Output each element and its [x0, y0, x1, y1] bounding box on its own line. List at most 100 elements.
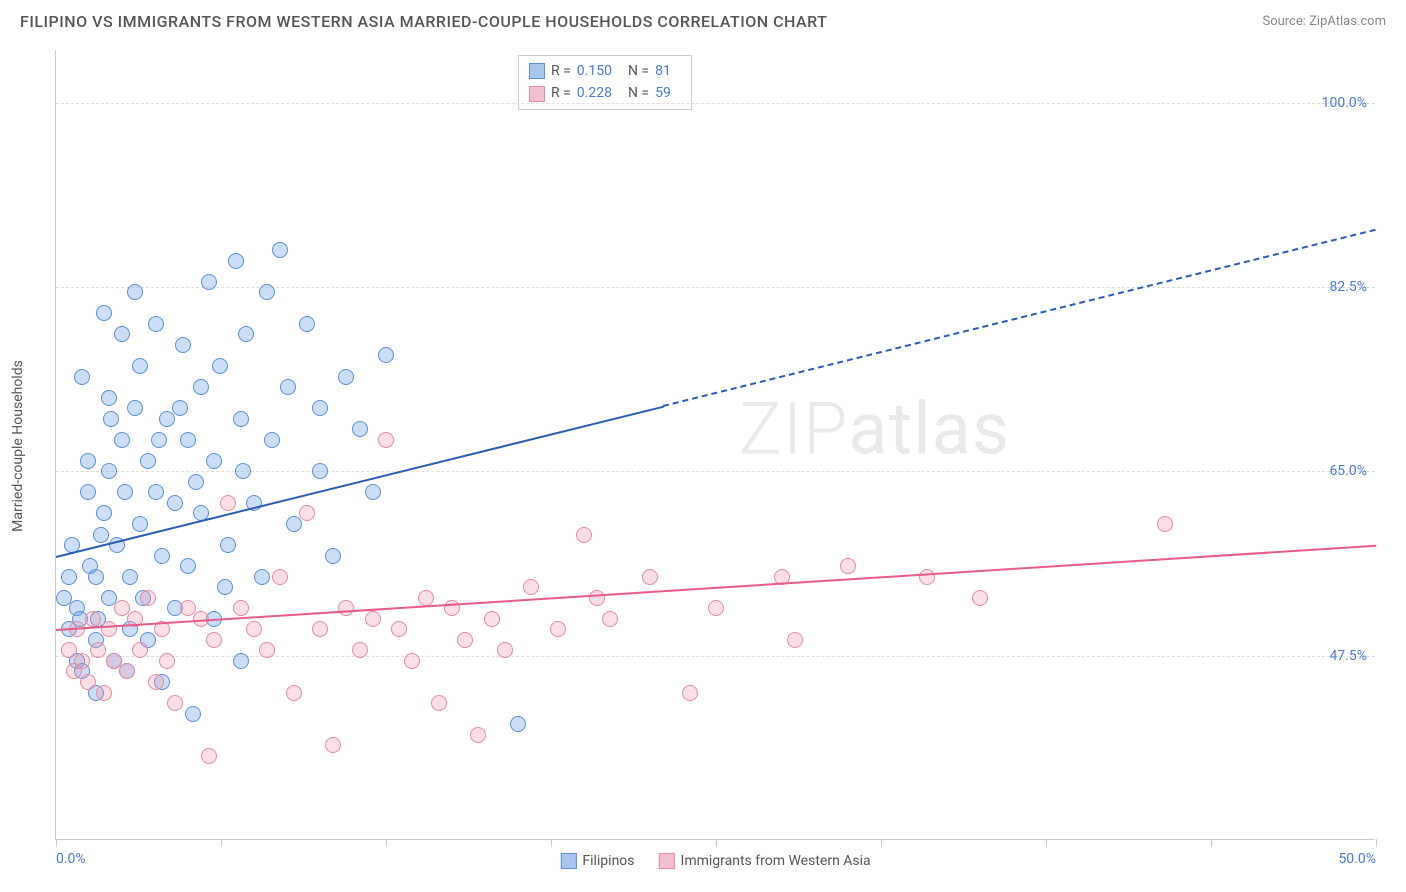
- data-point: [96, 305, 112, 321]
- data-point: [259, 284, 275, 300]
- data-point: [206, 453, 222, 469]
- data-point: [365, 611, 381, 627]
- data-point: [127, 400, 143, 416]
- data-point: [576, 527, 592, 543]
- data-point: [193, 379, 209, 395]
- data-point: [352, 642, 368, 658]
- source-attribution: Source: ZipAtlas.com: [1262, 14, 1386, 29]
- data-point: [140, 453, 156, 469]
- data-point: [96, 685, 112, 701]
- data-point: [74, 369, 90, 385]
- data-point: [188, 474, 204, 490]
- data-point: [151, 432, 167, 448]
- data-point: [206, 632, 222, 648]
- data-point: [132, 642, 148, 658]
- data-point: [840, 558, 856, 574]
- data-point: [159, 653, 175, 669]
- data-point: [259, 642, 275, 658]
- data-point: [127, 284, 143, 300]
- x-tick: [881, 839, 882, 847]
- legend-item: Filipinos: [560, 853, 634, 869]
- data-point: [272, 569, 288, 585]
- gridline: [56, 287, 1375, 288]
- data-point: [510, 716, 526, 732]
- data-point: [122, 569, 138, 585]
- data-point: [972, 590, 988, 606]
- data-point: [185, 706, 201, 722]
- legend-swatch: [659, 853, 675, 869]
- y-tick-label: 65.0%: [1329, 463, 1367, 479]
- data-point: [365, 484, 381, 500]
- series-legend: Filipinos Immigrants from Western Asia: [560, 853, 870, 869]
- x-tick: [551, 839, 552, 847]
- data-point: [80, 484, 96, 500]
- x-tick: [1211, 839, 1212, 847]
- data-point: [246, 621, 262, 637]
- data-point: [523, 579, 539, 595]
- data-point: [220, 537, 236, 553]
- data-point: [217, 579, 233, 595]
- legend-label: Immigrants from Western Asia: [681, 853, 871, 869]
- data-point: [85, 611, 101, 627]
- x-tick: [1046, 839, 1047, 847]
- data-point: [212, 358, 228, 374]
- data-point: [228, 253, 244, 269]
- y-tick-label: 100.0%: [1322, 95, 1367, 111]
- legend-swatch: [560, 853, 576, 869]
- legend-swatch: [529, 86, 545, 102]
- data-point: [167, 495, 183, 511]
- data-point: [682, 685, 698, 701]
- gridline: [56, 656, 1375, 657]
- data-point: [93, 527, 109, 543]
- data-point: [919, 569, 935, 585]
- data-point: [180, 432, 196, 448]
- data-point: [90, 642, 106, 658]
- data-point: [175, 337, 191, 353]
- stats-row: R =0.228N =59: [529, 82, 681, 104]
- data-point: [787, 632, 803, 648]
- data-point: [338, 369, 354, 385]
- data-point: [280, 379, 296, 395]
- data-point: [96, 505, 112, 521]
- data-point: [233, 411, 249, 427]
- data-point: [238, 326, 254, 342]
- x-tick: [386, 839, 387, 847]
- data-point: [201, 274, 217, 290]
- data-point: [602, 611, 618, 627]
- data-point: [114, 326, 130, 342]
- x-tick-label: 0.0%: [56, 851, 86, 867]
- data-point: [404, 653, 420, 669]
- data-point: [312, 400, 328, 416]
- data-point: [272, 242, 288, 258]
- x-tick: [1376, 839, 1377, 847]
- data-point: [378, 347, 394, 363]
- x-tick-label: 50.0%: [1338, 851, 1376, 867]
- data-point: [497, 642, 513, 658]
- data-point: [550, 621, 566, 637]
- data-point: [391, 621, 407, 637]
- data-point: [338, 600, 354, 616]
- data-point: [101, 463, 117, 479]
- x-tick: [56, 839, 57, 847]
- data-point: [286, 516, 302, 532]
- data-point: [103, 411, 119, 427]
- trend-line: [663, 229, 1376, 407]
- data-point: [264, 432, 280, 448]
- data-point: [148, 674, 164, 690]
- data-point: [286, 685, 302, 701]
- data-point: [470, 727, 486, 743]
- data-point: [172, 400, 188, 416]
- data-point: [233, 653, 249, 669]
- data-point: [312, 463, 328, 479]
- data-point: [114, 432, 130, 448]
- data-point: [589, 590, 605, 606]
- watermark: ZIPatlas: [739, 387, 1010, 472]
- data-point: [642, 569, 658, 585]
- data-point: [180, 558, 196, 574]
- data-point: [74, 653, 90, 669]
- correlation-stats-box: R =0.150N =81R =0.228N =59: [518, 55, 692, 110]
- data-point: [80, 453, 96, 469]
- data-point: [201, 748, 217, 764]
- x-tick: [221, 839, 222, 847]
- x-tick: [716, 839, 717, 847]
